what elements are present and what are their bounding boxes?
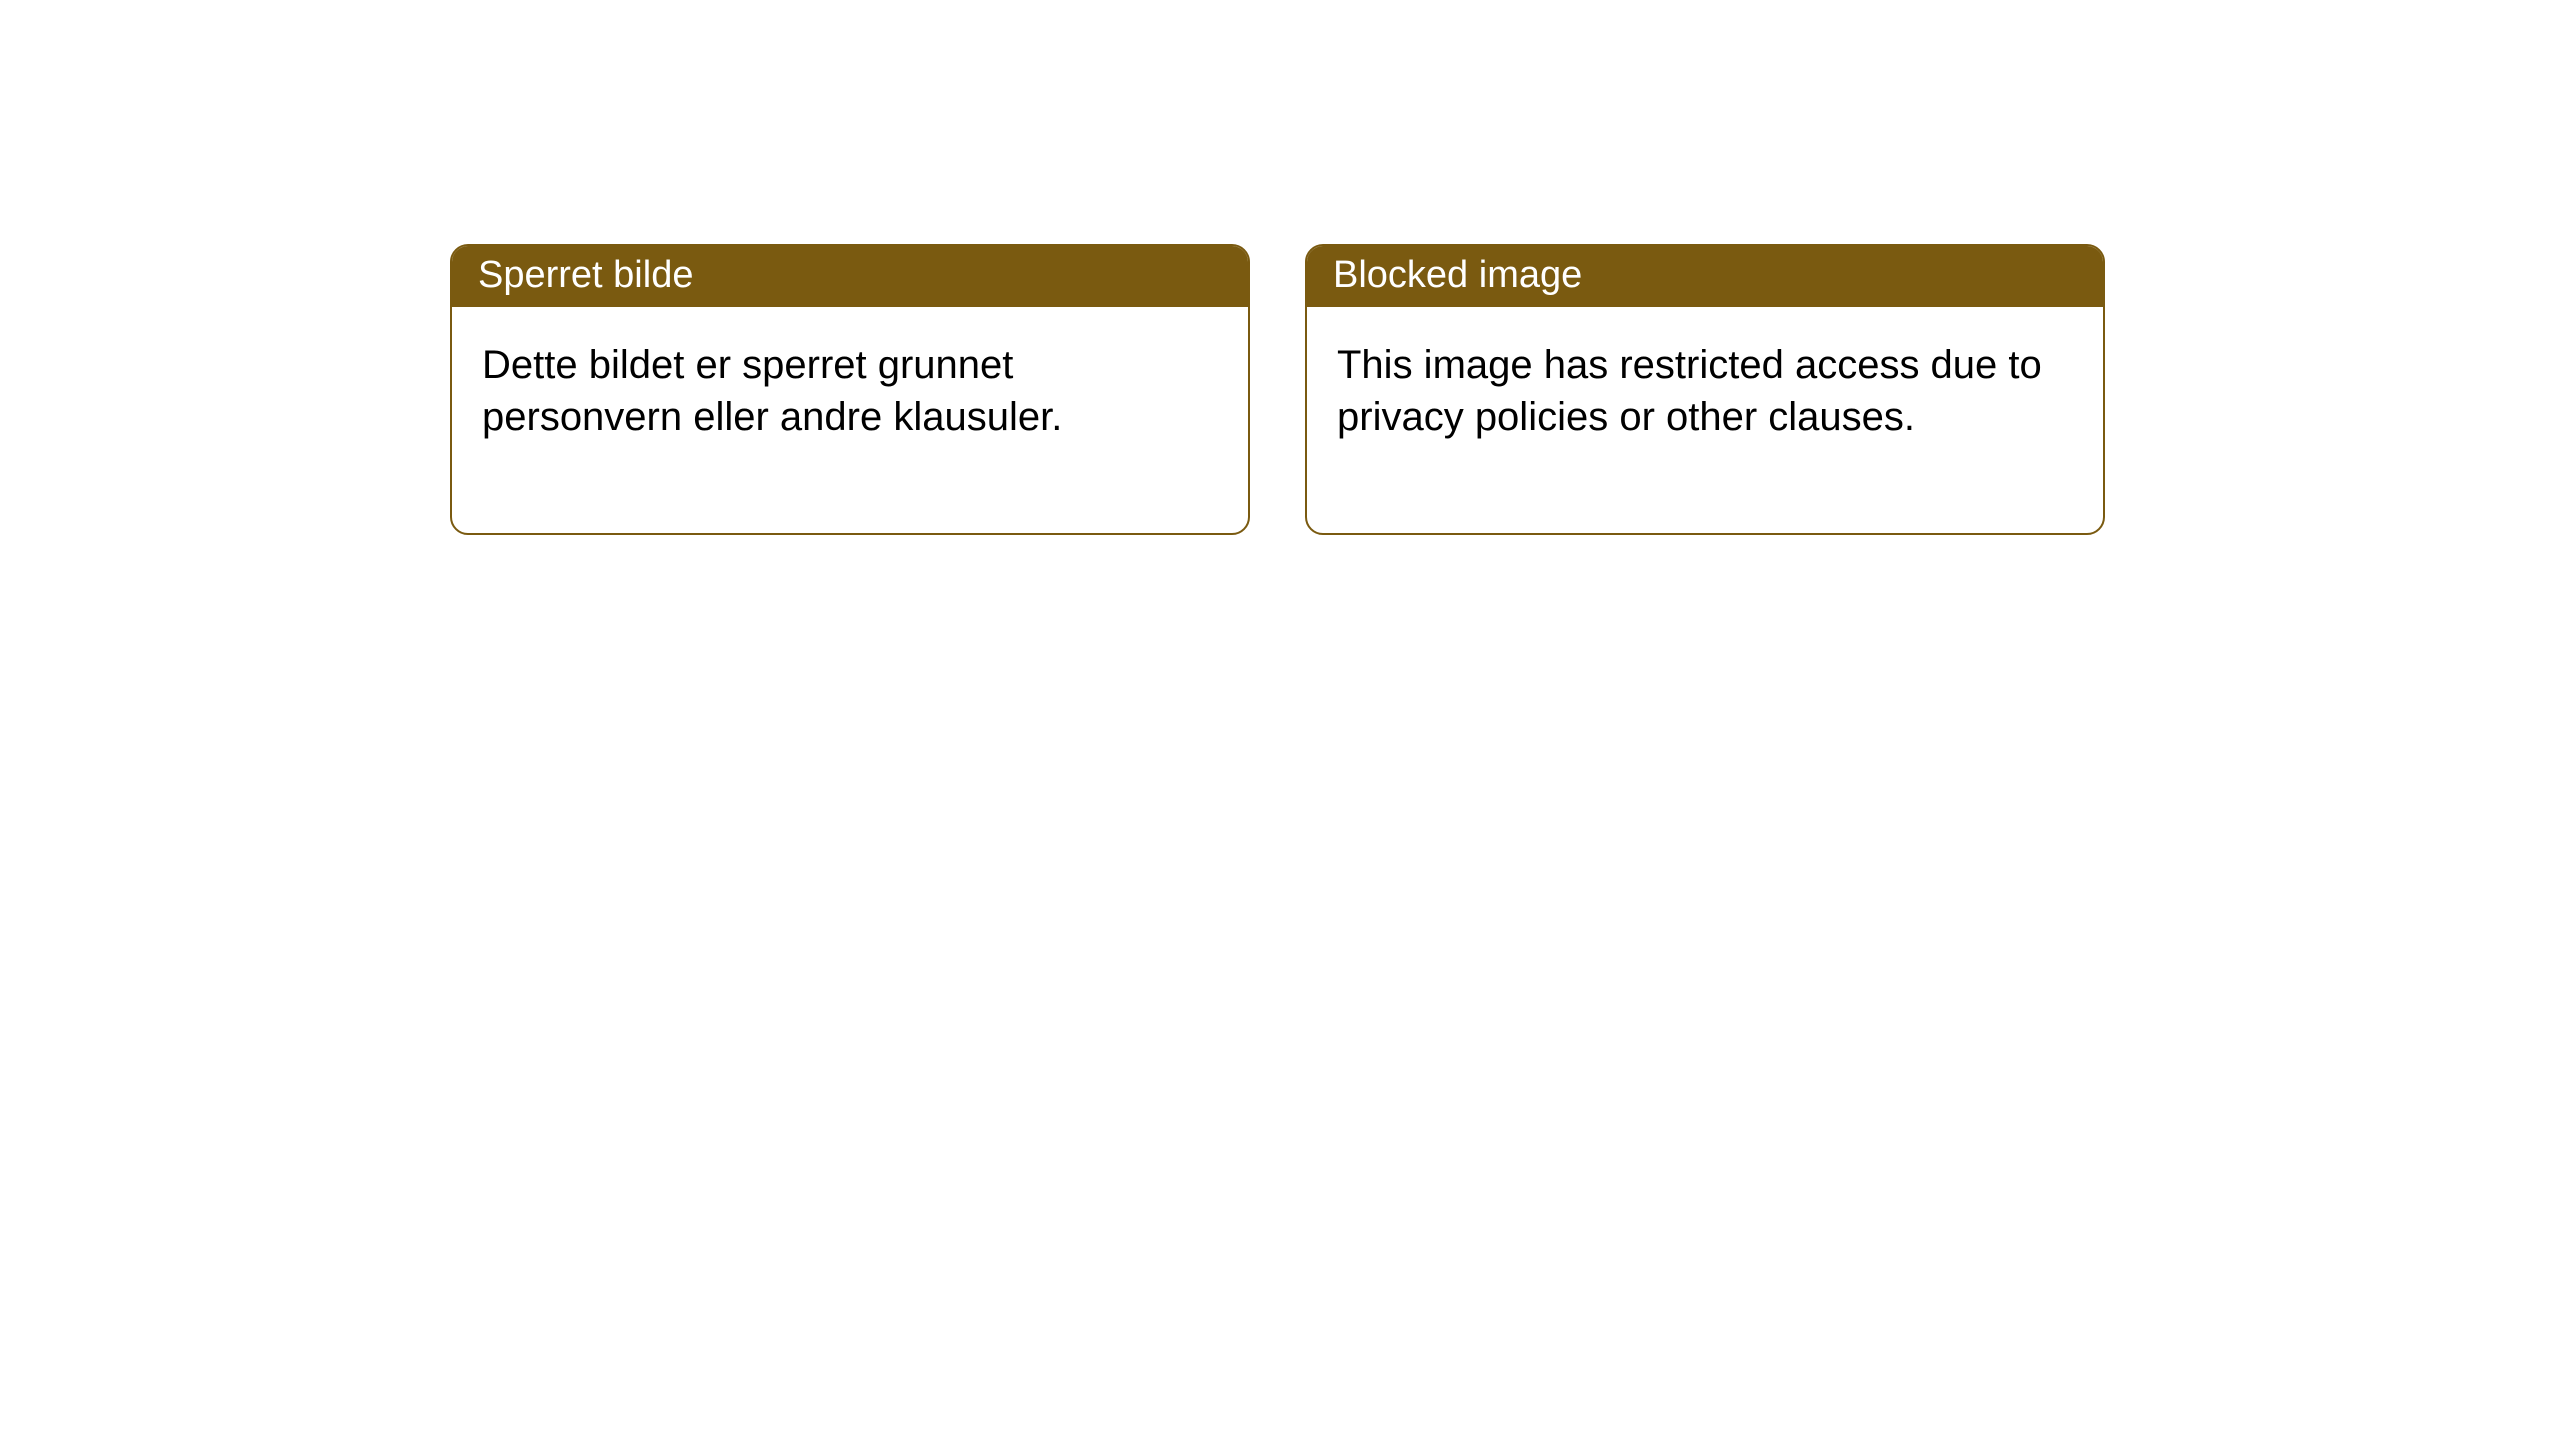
notice-header-en: Blocked image <box>1307 246 2103 307</box>
notice-card-en: Blocked image This image has restricted … <box>1305 244 2105 535</box>
notice-card-no: Sperret bilde Dette bildet er sperret gr… <box>450 244 1250 535</box>
notice-container: Sperret bilde Dette bildet er sperret gr… <box>0 0 2560 535</box>
notice-header-no: Sperret bilde <box>452 246 1248 307</box>
notice-body-en: This image has restricted access due to … <box>1307 307 2103 533</box>
notice-body-no: Dette bildet er sperret grunnet personve… <box>452 307 1248 533</box>
